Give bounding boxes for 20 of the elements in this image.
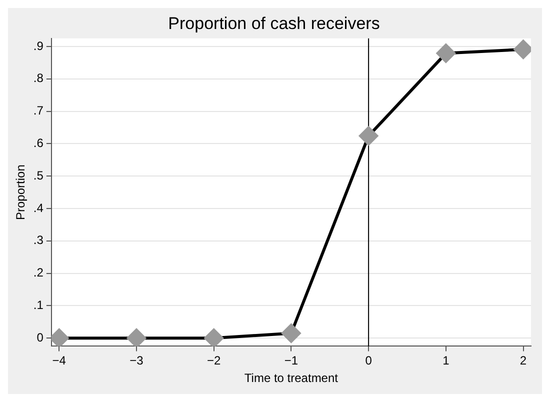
y-tick-label: .1 — [33, 298, 44, 312]
x-tick-label: 1 — [442, 354, 450, 368]
y-tick-label: .9 — [33, 38, 44, 53]
y-tick-label: .7 — [33, 104, 44, 118]
y-tick-label: .6 — [33, 136, 44, 150]
y-tick-label: 0 — [36, 330, 44, 344]
x-tick-label: −4 — [52, 354, 66, 368]
y-tick-label: .4 — [33, 200, 44, 215]
x-tick-label: 0 — [365, 354, 372, 368]
x-tick-label: −3 — [130, 354, 144, 368]
chart-title: Proportion of cash receivers — [168, 14, 380, 33]
x-tick-label: −1 — [284, 354, 298, 368]
y-tick-label: .3 — [33, 233, 44, 248]
y-tick-label: .2 — [33, 266, 44, 280]
x-tick-label: −2 — [207, 354, 222, 368]
y-axis-title: Proportion — [14, 164, 28, 220]
x-tick-label: 2 — [520, 354, 527, 368]
x-axis-title: Time to treatment — [244, 371, 339, 386]
y-tick-label: .5 — [33, 168, 44, 182]
y-tick-label: .8 — [33, 71, 44, 86]
